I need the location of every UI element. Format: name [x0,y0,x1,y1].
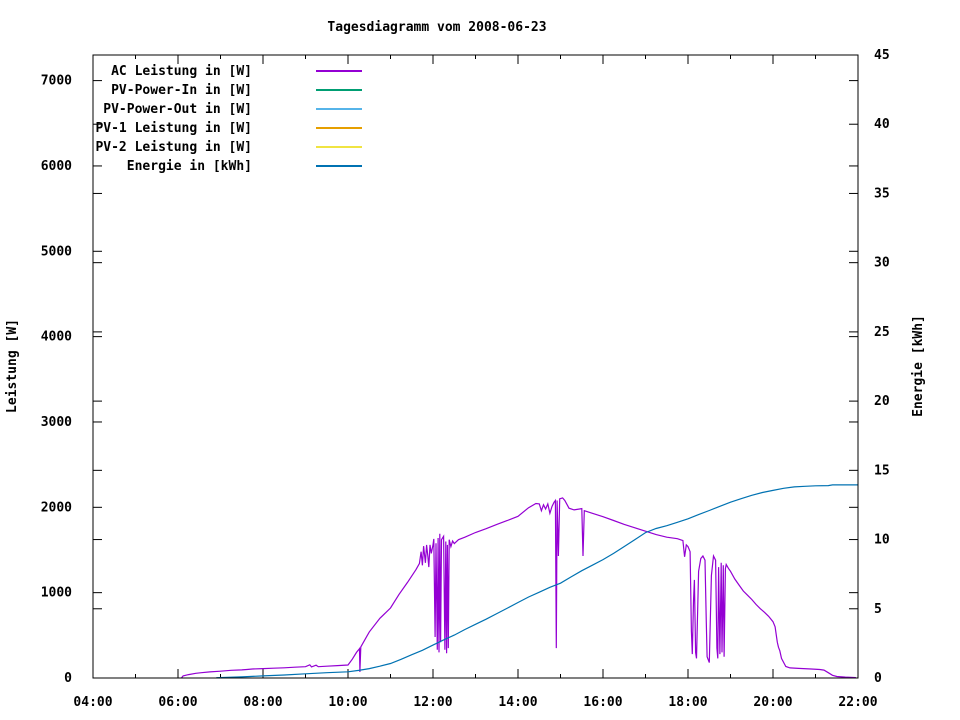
y1-tick-label: 2000 [41,500,72,515]
y1-tick-label: 5000 [41,244,72,259]
legend-label: PV-2 Leistung in [W] [95,140,252,155]
axis-tick-labels: 04:00 06:00 08:00 10:00 12:00 14:00 16:00 18:00… [41,48,890,710]
legend-label: Energie in [kWh] [127,159,252,174]
y2-tick-label: 20 [874,394,890,409]
x-tick-label: 12:00 [413,695,452,710]
y2-tick-label: 15 [874,463,890,478]
x-tick-label: 08:00 [243,695,282,710]
x-tick-label: 14:00 [498,695,537,710]
x-tick-label: 04:00 [73,695,112,710]
y1-tick-label: 3000 [41,415,72,430]
legend-label: AC Leistung in [W] [111,64,252,79]
x-tick-label: 18:00 [668,695,707,710]
legend: AC Leistung in [W] PV-Power-In in [W] PV-P… [95,64,362,174]
y2-tick-label: 5 [874,602,882,617]
series-curve [180,497,856,679]
x-tick-label: 16:00 [583,695,622,710]
chart-title: Tagesdiagramm vom 2008-06-23 [327,20,546,35]
series-curve [216,484,858,679]
x-tick-label: 22:00 [838,695,877,710]
y2-axis-label: Energie [kWh] [911,315,926,417]
y1-tick-label: 0 [64,671,72,686]
y1-tick-label: 7000 [41,74,72,89]
y1-tick-label: 6000 [41,159,72,174]
legend-label: PV-Power-In in [W] [111,83,252,98]
y2-tick-label: 25 [874,325,890,340]
plot-area [93,55,858,678]
y2-tick-label: 40 [874,117,890,132]
data-series [180,484,858,679]
legend-label: PV-Power-Out in [W] [103,102,252,117]
y1-tick-label: 1000 [41,586,72,601]
x-tick-label: 10:00 [328,695,367,710]
y2-tick-label: 30 [874,256,890,271]
x-tick-label: 06:00 [158,695,197,710]
x-tick-label: 20:00 [753,695,792,710]
y2-tick-label: 10 [874,533,890,548]
y2-tick-label: 35 [874,186,890,201]
legend-label: PV-1 Leistung in [W] [95,121,252,136]
y2-tick-label: 45 [874,48,890,63]
y1-axis-label: Leistung [W] [5,319,20,413]
y1-tick-label: 4000 [41,330,72,345]
y2-tick-label: 0 [874,671,882,686]
plot-border [92,54,859,679]
